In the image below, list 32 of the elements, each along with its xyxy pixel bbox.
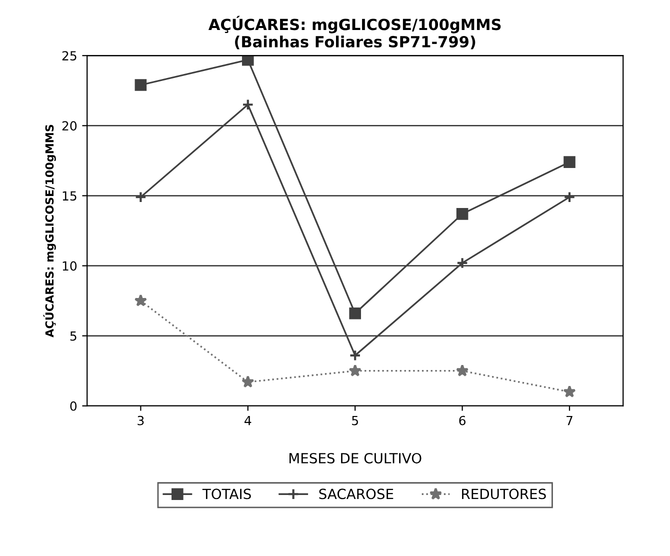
point <box>242 56 254 66</box>
point <box>563 385 576 398</box>
point <box>349 308 362 320</box>
y-tick-label: 25 <box>62 51 76 61</box>
point <box>134 294 148 306</box>
point <box>456 364 469 376</box>
y-tick-label: 20 <box>62 121 77 131</box>
point <box>564 156 576 168</box>
legend-label: TOTAIS <box>202 488 251 500</box>
point <box>242 98 254 111</box>
point <box>242 375 254 388</box>
legend-label: REDUTORES <box>462 488 546 500</box>
point <box>134 79 147 91</box>
y-axis-title: AÇÚCARES: mgGLICOSE/100gMMS <box>43 124 56 338</box>
x-tick-label: 3 <box>138 416 144 426</box>
y-tick-label: 10 <box>62 261 77 271</box>
point <box>349 350 362 362</box>
x-axis-title: MESES DE CULTIVO <box>289 452 422 464</box>
point <box>456 257 468 269</box>
y-tick-label: 5 <box>70 331 76 341</box>
y-tick-label: 0 <box>70 401 77 411</box>
x-tick-label: 5 <box>352 416 358 426</box>
chart-title: AÇÚCARES: mgGLICOSE/100gMMS (Bainhas Foliares SP71-799) <box>208 16 501 50</box>
x-tick-label: 6 <box>459 416 466 426</box>
x-tick-label: 4 <box>244 416 252 426</box>
legend-label: SACAROSE <box>319 488 394 500</box>
point <box>564 191 576 204</box>
y-tick-label: 15 <box>62 191 76 201</box>
point <box>348 364 362 376</box>
point <box>456 208 468 220</box>
x-tick-label: 7 <box>566 416 572 426</box>
point <box>134 191 147 204</box>
